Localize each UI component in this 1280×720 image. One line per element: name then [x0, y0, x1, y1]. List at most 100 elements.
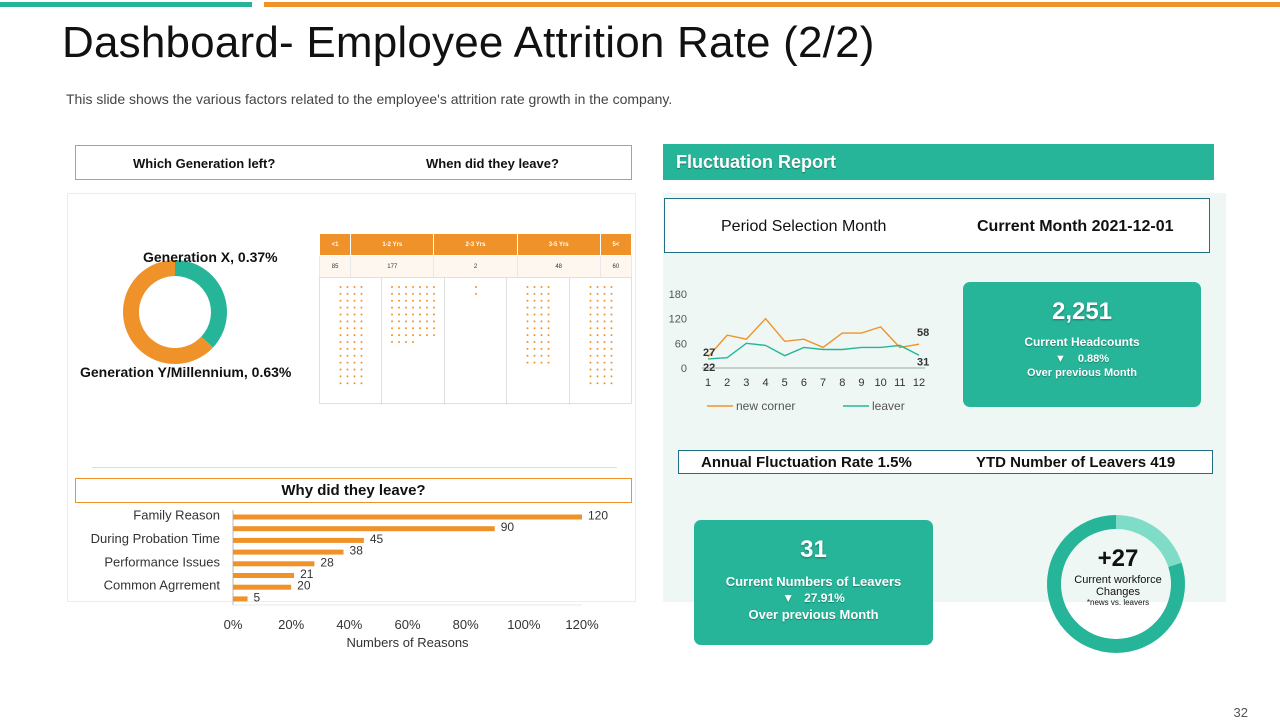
tenure-dot — [360, 292, 363, 295]
tenure-dot — [346, 375, 349, 378]
tenure-dot — [360, 334, 363, 337]
tenure-dot — [405, 306, 408, 309]
reason-bar — [233, 549, 344, 555]
tenure-dot — [589, 334, 592, 337]
tenure-dot — [405, 313, 408, 316]
generation-x-label: Generation X, 0.37% — [143, 249, 278, 265]
reason-bar — [233, 561, 315, 567]
tenure-dot — [610, 375, 613, 378]
headcount-label: Current Headcounts — [1024, 335, 1140, 349]
tenure-header: <1 — [318, 233, 352, 256]
tenure-dot — [589, 286, 592, 288]
fluctuation-report-header: Fluctuation Report — [663, 144, 1214, 180]
tenure-dot — [533, 292, 536, 295]
tenure-dot — [346, 286, 349, 288]
tenure-dot — [360, 375, 363, 378]
tenure-dot — [533, 347, 536, 350]
tenure-dot — [353, 375, 356, 378]
tenure-dot — [412, 306, 415, 309]
tenure-dots-col — [339, 278, 383, 405]
tenure-dot — [398, 292, 401, 295]
tenure-dot — [540, 334, 543, 337]
tenure-dot — [547, 320, 550, 323]
tenure-dot — [346, 341, 349, 343]
tenure-dot — [540, 354, 543, 357]
tenure-dot — [346, 313, 349, 316]
tenure-dot — [353, 347, 356, 350]
tenure-dot — [547, 334, 550, 337]
tenure-dot — [419, 306, 422, 309]
tenure-dot — [610, 292, 613, 295]
tenure-dot — [353, 341, 356, 343]
workforce-note: *news vs. leavers — [1086, 598, 1150, 607]
tenure-dot — [526, 361, 529, 364]
tenure-dot — [589, 320, 592, 323]
tenure-dot — [589, 368, 592, 371]
line-x-tick: 12 — [913, 377, 925, 389]
tenure-dot — [412, 327, 415, 330]
tenure-dot — [353, 327, 356, 330]
tenure-dot — [596, 341, 599, 343]
tenure-table: <1 1-2 Yrs 2-3 Yrs 3-5 Yrs 5< 85 177 2 4… — [318, 233, 633, 278]
line-x-tick: 5 — [782, 377, 788, 389]
tenure-dot — [398, 313, 401, 316]
tenure-dot — [610, 313, 613, 316]
line-x-tick: 10 — [875, 377, 887, 389]
tenure-dot — [391, 320, 394, 323]
fluctuation-report-title: Fluctuation Report — [676, 152, 836, 172]
tenure-dot — [589, 341, 592, 343]
tenure-dot — [360, 320, 363, 323]
line-x-tick: 3 — [743, 377, 749, 389]
leavers-value: 31 — [800, 536, 827, 563]
annual-fluctuation-rate: Annual Fluctuation Rate 1.5% — [701, 454, 912, 471]
line-y-tick: 120 — [669, 314, 687, 326]
tenure-header: 3-5 Yrs — [516, 233, 601, 256]
reason-category-label: Family Reason — [133, 508, 220, 523]
tenure-dot — [391, 341, 394, 343]
when-leave-label: When did they leave? — [426, 156, 559, 171]
tenure-dot — [533, 299, 536, 302]
tenure-dot — [339, 334, 342, 337]
reason-x-tick: 100% — [507, 617, 541, 632]
reason-bar-label: 38 — [350, 544, 364, 558]
tenure-dot — [540, 341, 543, 343]
tenure-dot — [419, 327, 422, 330]
leavers-label: Current Numbers of Leavers — [725, 574, 902, 589]
reason-bar — [233, 584, 292, 590]
tenure-dot — [547, 292, 550, 295]
line-series-0 — [707, 317, 920, 358]
ytd-leavers: YTD Number of Leavers 419 — [976, 454, 1176, 471]
tenure-dot — [398, 286, 401, 288]
tenure-dot — [474, 292, 477, 295]
tenure-dot — [339, 368, 342, 371]
line-start-label: 27 — [703, 347, 715, 359]
tenure-dot — [405, 334, 408, 337]
tenure-dot — [533, 354, 536, 357]
reason-x-tick: 20% — [278, 617, 304, 632]
tenure-dot — [603, 347, 606, 350]
tenure-dot — [596, 286, 599, 288]
tenure-dot — [547, 299, 550, 302]
tenure-dot — [533, 361, 536, 364]
tenure-dot — [596, 292, 599, 295]
tenure-dot — [353, 299, 356, 302]
tenure-dot — [603, 375, 606, 378]
tenure-dot — [589, 306, 592, 309]
tenure-dot — [610, 341, 613, 343]
tenure-dot — [346, 354, 349, 357]
tenure-dot — [596, 306, 599, 309]
tenure-dot — [610, 347, 613, 350]
tenure-dot — [526, 292, 529, 295]
tenure-dot — [589, 375, 592, 378]
tenure-dot — [339, 341, 342, 343]
tenure-dot — [412, 341, 415, 343]
down-triangle-icon: ▼ — [782, 591, 795, 605]
tenure-dot — [426, 299, 429, 302]
tenure-dot — [419, 334, 422, 337]
tenure-value: 2 — [433, 255, 518, 278]
tenure-dot — [339, 354, 342, 357]
tenure-dot — [339, 299, 342, 302]
which-generation-label: Which Generation left? — [133, 156, 276, 171]
line-end-label: 58 — [917, 327, 929, 339]
line-x-tick: 9 — [858, 377, 864, 389]
